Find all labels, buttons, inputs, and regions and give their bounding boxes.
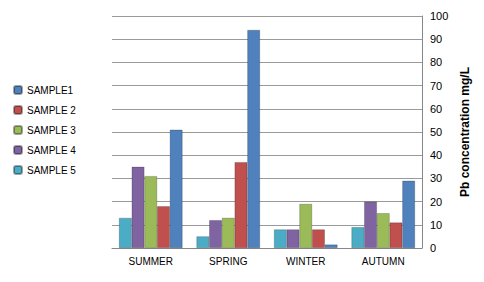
svg-text:60: 60 bbox=[430, 103, 442, 115]
svg-text:50: 50 bbox=[430, 126, 442, 138]
svg-text:SAMPLE 2: SAMPLE 2 bbox=[27, 105, 76, 116]
svg-text:AUTUMN: AUTUMN bbox=[362, 256, 405, 267]
svg-text:SAMPLE 3: SAMPLE 3 bbox=[27, 125, 76, 136]
svg-text:30: 30 bbox=[430, 172, 442, 184]
svg-text:20: 20 bbox=[430, 196, 442, 208]
svg-text:100: 100 bbox=[430, 10, 448, 22]
svg-text:SPRING: SPRING bbox=[209, 256, 248, 267]
svg-text:SAMPLE1: SAMPLE1 bbox=[27, 85, 74, 96]
svg-text:SAMPLE 5: SAMPLE 5 bbox=[27, 165, 76, 176]
svg-text:80: 80 bbox=[430, 56, 442, 68]
svg-text:SAMPLE 4: SAMPLE 4 bbox=[27, 145, 76, 156]
svg-text:0: 0 bbox=[430, 242, 436, 254]
svg-text:WINTER: WINTER bbox=[286, 256, 325, 267]
svg-text:70: 70 bbox=[430, 80, 442, 92]
svg-text:40: 40 bbox=[430, 149, 442, 161]
svg-text:10: 10 bbox=[430, 219, 442, 231]
svg-text:90: 90 bbox=[430, 33, 442, 45]
svg-text:Pb concentration mg/L: Pb concentration mg/L bbox=[458, 67, 472, 197]
svg-text:SUMMER: SUMMER bbox=[129, 256, 173, 267]
